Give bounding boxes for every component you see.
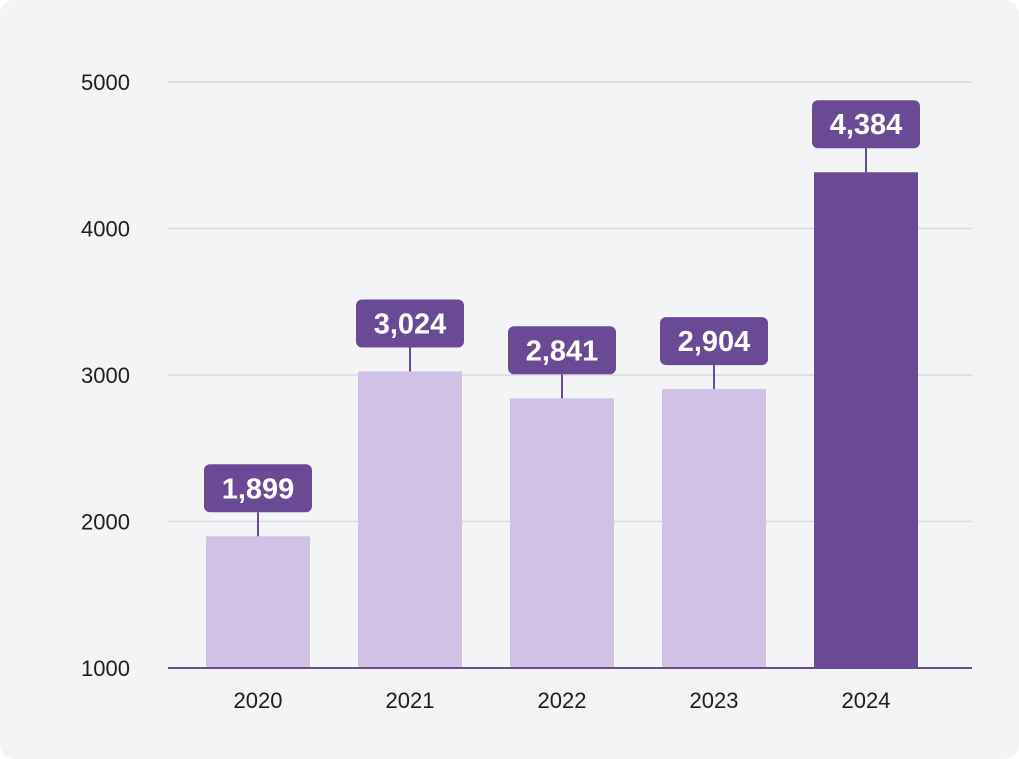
data-label-2024: 4,384 [830, 109, 903, 141]
data-label-2020: 1,899 [222, 473, 295, 505]
data-label-box-2021 [356, 299, 464, 348]
data-label-box-2022 [508, 326, 616, 375]
y-tick-label: 2000 [81, 510, 130, 535]
x-tick-label-2023: 2023 [690, 688, 739, 713]
data-label-box-2023 [660, 317, 768, 366]
bar-2022 [510, 398, 614, 668]
bar-2020 [206, 536, 310, 668]
data-label-box-2020 [204, 464, 312, 513]
x-axis-tick-labels: 2020 2021 2022 2023 2024 [234, 688, 891, 713]
x-tick-label-2021: 2021 [386, 688, 435, 713]
data-label-box-2024 [812, 100, 920, 149]
y-tick-label: 3000 [81, 363, 130, 388]
data-label-2023: 2,904 [678, 326, 751, 358]
y-tick-label: 4000 [81, 217, 130, 242]
data-labels: 1,899 3,024 2,841 2,904 4,384 [204, 100, 920, 537]
y-axis-tick-labels: 1000 2000 3000 4000 5000 [81, 70, 130, 681]
bar-2024 [814, 172, 918, 668]
x-tick-label-2020: 2020 [234, 688, 283, 713]
bars [206, 172, 918, 668]
bar-2021 [358, 371, 462, 668]
bar-2023 [662, 389, 766, 668]
data-label-2022: 2,841 [526, 335, 599, 367]
y-tick-label: 1000 [81, 656, 130, 681]
y-tick-label: 5000 [81, 70, 130, 95]
x-tick-label-2024: 2024 [842, 688, 891, 713]
x-tick-label-2022: 2022 [538, 688, 587, 713]
data-label-2021: 3,024 [374, 308, 447, 340]
